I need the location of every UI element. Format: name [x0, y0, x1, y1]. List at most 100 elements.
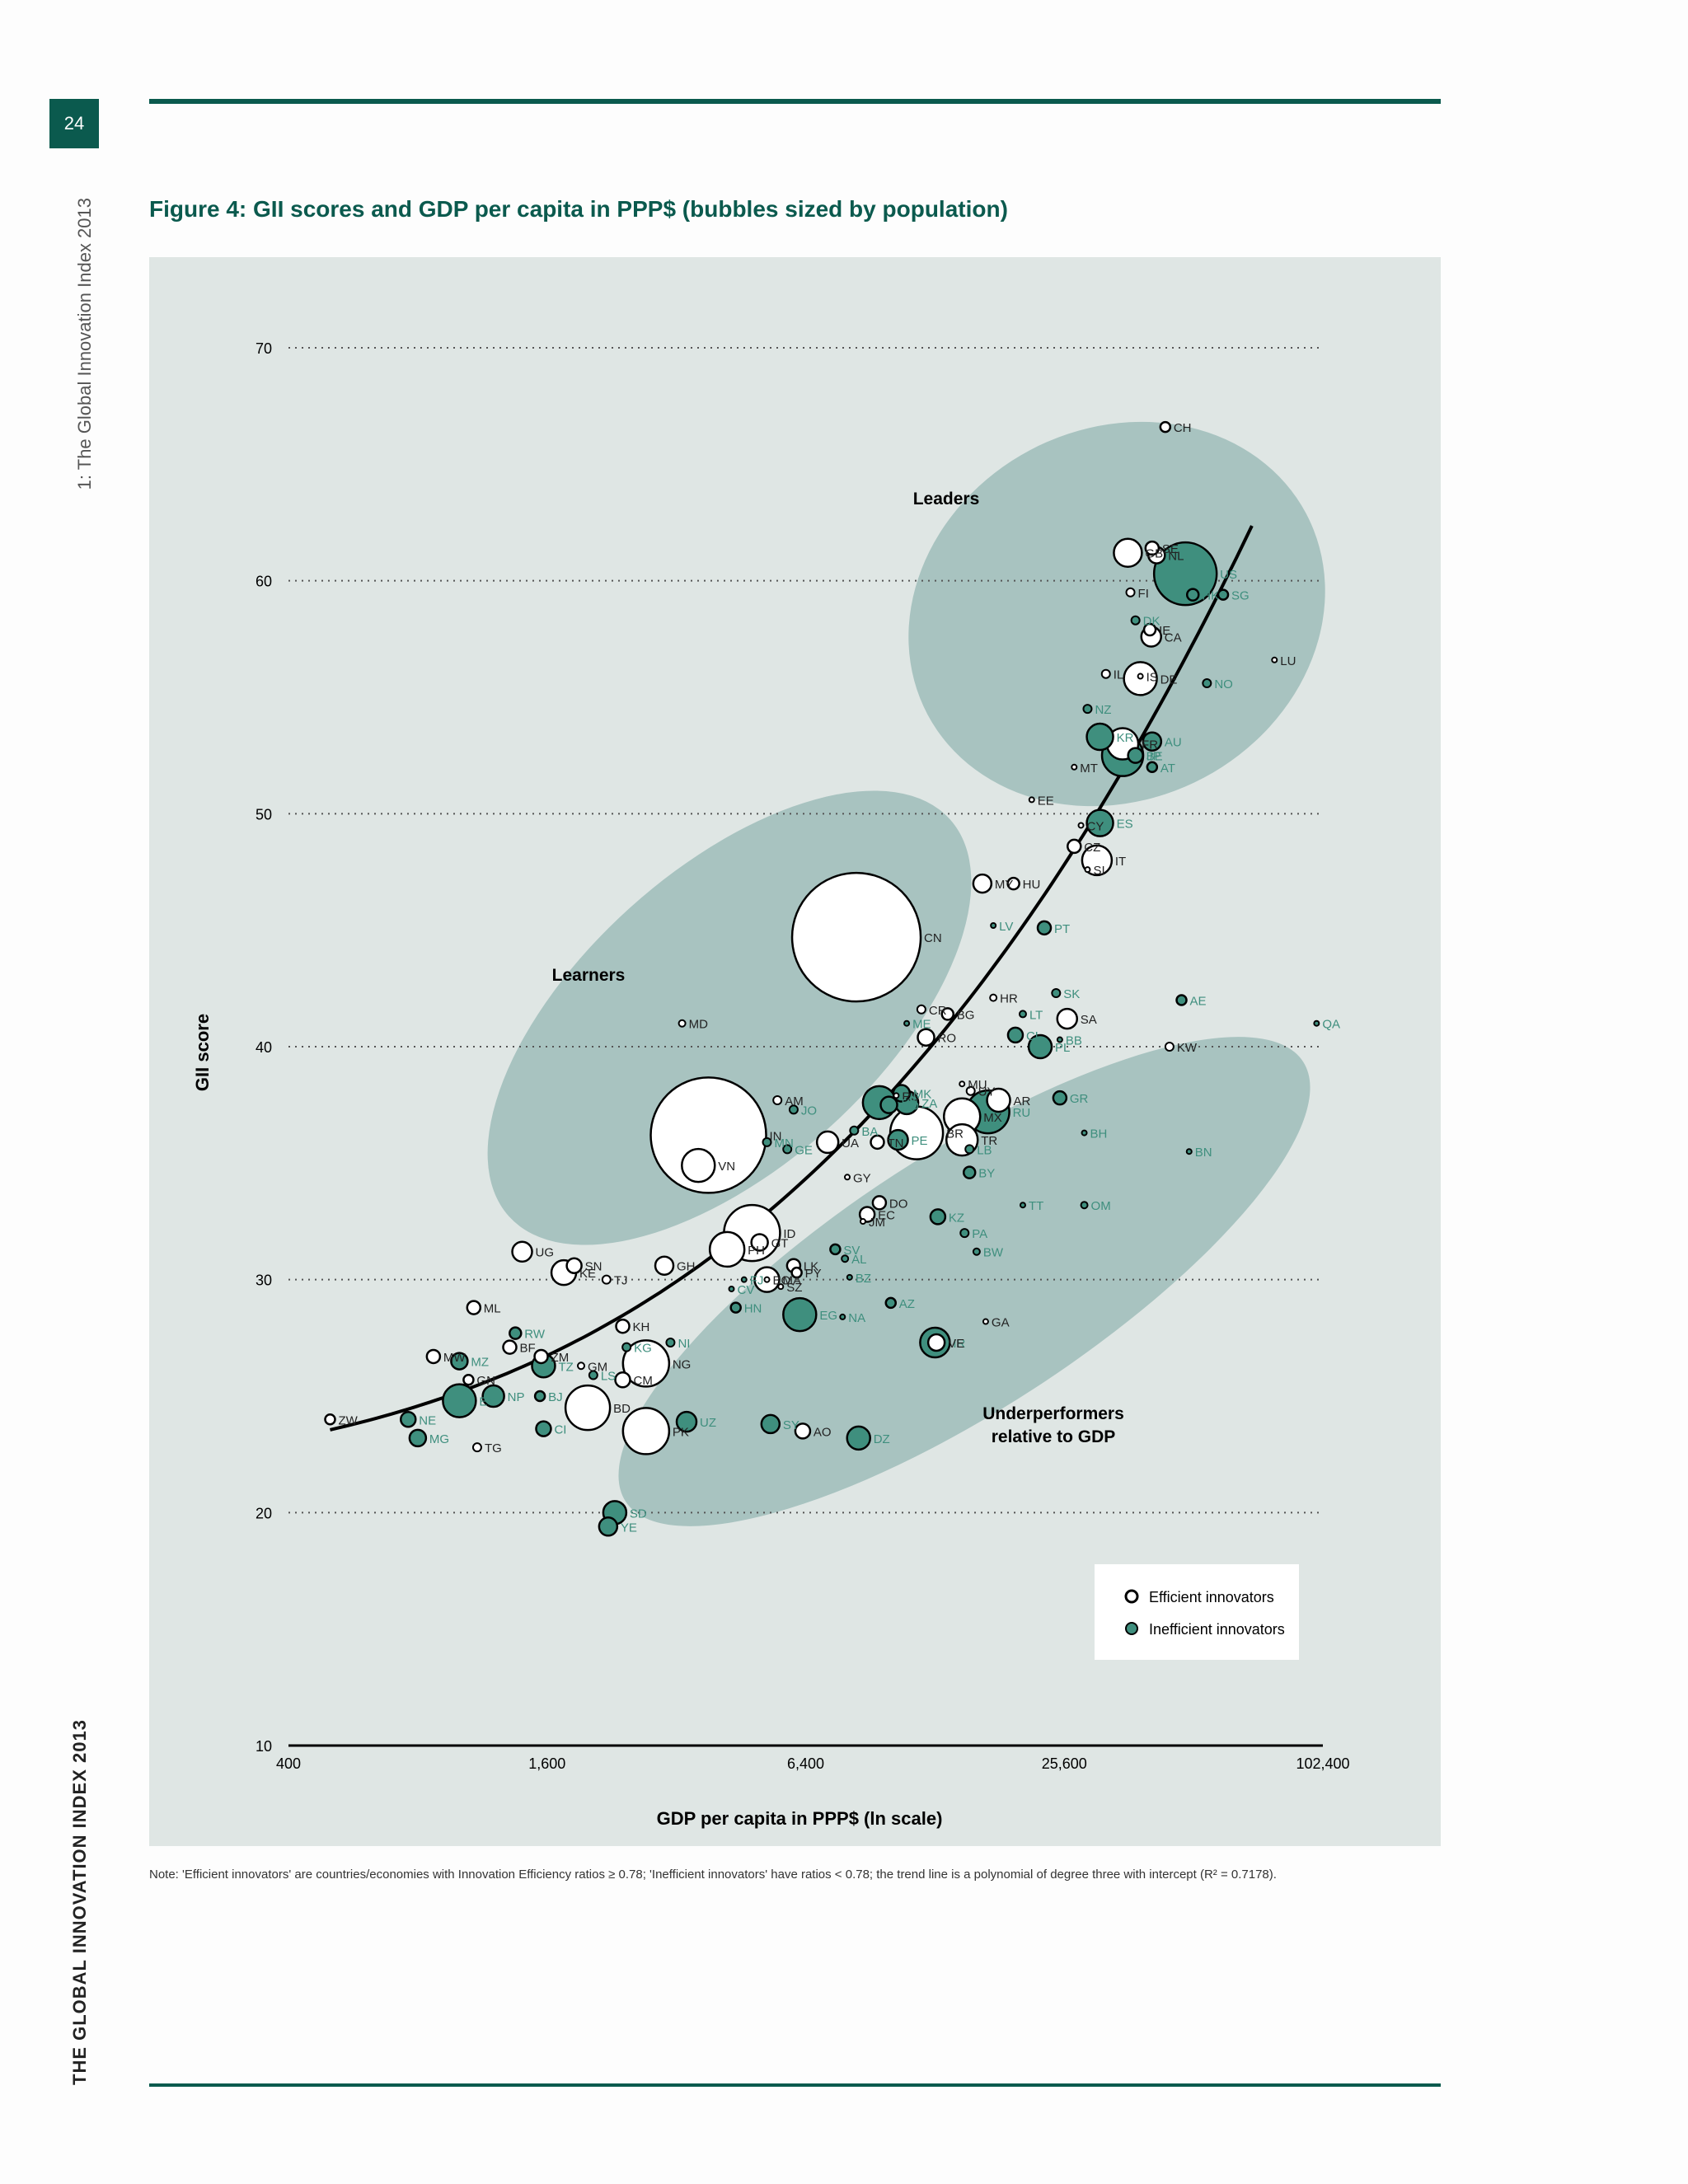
- bubble-label-sk: SK: [1063, 987, 1080, 1001]
- bubble-eg: [782, 1296, 818, 1333]
- bubble-label-by: BY: [978, 1167, 995, 1181]
- bubble-label-sv: SV: [843, 1244, 860, 1258]
- bubble-label-au: AU: [1165, 736, 1182, 750]
- bubble-label-sz: SZ: [786, 1281, 802, 1295]
- bubble-label-om: OM: [1091, 1199, 1111, 1213]
- bubble-label-bh: BH: [1090, 1127, 1108, 1141]
- bubble-label-eg: EG: [819, 1309, 837, 1323]
- bubble-label-es: ES: [1117, 818, 1133, 832]
- y-tick-label: 10: [256, 1738, 272, 1755]
- bubble-label-ca: CA: [1165, 631, 1182, 645]
- bubble-mt: [1071, 763, 1078, 771]
- bubble-mn: [762, 1137, 772, 1147]
- bubble-label-bf: BF: [519, 1342, 535, 1356]
- bubble-label-mu: MU: [968, 1078, 987, 1092]
- bubble-kz: [929, 1208, 947, 1226]
- bubble-mu: [959, 1080, 966, 1088]
- underperformers-cluster: [618, 1037, 1311, 1526]
- bubble-fj: [740, 1276, 748, 1283]
- bubble-label-hu: HU: [1023, 878, 1041, 892]
- bubble-label-ga: GA: [992, 1316, 1010, 1330]
- bubble-label-ph: PH: [748, 1244, 765, 1258]
- bubble-label-ml: ML: [484, 1302, 501, 1316]
- bubble-label-sa: SA: [1081, 1013, 1097, 1027]
- figure-title: Figure 4: GII scores and GDP per capita …: [149, 196, 1008, 222]
- bubble-label-jo: JO: [801, 1104, 817, 1118]
- bubble-label-se: SE: [1162, 542, 1179, 556]
- bubble-mg: [408, 1428, 428, 1448]
- bubble-tt: [1019, 1202, 1026, 1209]
- bubble-is: [1137, 673, 1144, 680]
- bubble-gn: [462, 1373, 475, 1386]
- bubble-py: [790, 1266, 803, 1279]
- bubble-ne: [400, 1411, 417, 1428]
- bubble-bw: [972, 1247, 981, 1256]
- bubble-ua: [815, 1130, 840, 1155]
- bubble-label-bo: BO: [773, 1274, 791, 1288]
- bubble-label-tr: TR: [981, 1134, 997, 1148]
- bubble-label-my: MY: [995, 878, 1014, 892]
- bubble-label-cz: CZ: [1084, 841, 1100, 855]
- bubble-gm: [577, 1361, 586, 1371]
- bubble-label-lv: LV: [999, 920, 1013, 934]
- bubble-label-kw: KW: [1177, 1041, 1198, 1055]
- bubble-cm: [614, 1371, 631, 1389]
- bubble-bh: [1081, 1129, 1088, 1137]
- bubble-label-ni: NI: [678, 1337, 690, 1351]
- bubble-qa: [1313, 1019, 1320, 1027]
- bubble-label-il: IL: [1114, 668, 1124, 682]
- bubble-sy: [760, 1413, 781, 1435]
- y-tick-label: 40: [256, 1039, 272, 1056]
- bubble-om: [1080, 1201, 1089, 1210]
- bubble-label-rs: RS: [902, 1090, 919, 1104]
- bubble-bj: [533, 1390, 546, 1403]
- bubble-label-be: BE: [1146, 750, 1163, 764]
- bubble-label-tz: TZ: [558, 1360, 573, 1374]
- bubble-bz: [846, 1273, 853, 1281]
- bubble-pt: [1036, 920, 1053, 936]
- bottom-rule: [149, 2083, 1441, 2087]
- bubble-pe: [887, 1128, 909, 1151]
- bubble-label-sd: SD: [630, 1507, 647, 1521]
- bubble-ml: [466, 1300, 482, 1315]
- bubble-nz: [1082, 704, 1093, 715]
- bubble-label-dz: DZ: [874, 1432, 890, 1446]
- bubble-label-vn: VN: [718, 1160, 735, 1174]
- bubble-il: [1100, 668, 1111, 679]
- bubble-label-ar: AR: [1014, 1094, 1031, 1108]
- bubble-no: [1202, 678, 1212, 689]
- bubble-label-de: DE: [1160, 673, 1178, 687]
- bubble-label-sy: SY: [783, 1418, 799, 1432]
- bubble-dz: [846, 1425, 871, 1451]
- bubble-label-bg: BG: [957, 1008, 975, 1022]
- bubble-ge: [782, 1144, 793, 1155]
- bubble-ie: [1142, 622, 1157, 637]
- bubble-label-no: NO: [1214, 677, 1233, 691]
- bubble-label-kz: KZ: [949, 1211, 964, 1225]
- bubble-vn: [681, 1147, 716, 1183]
- bubble-label-uz: UZ: [700, 1416, 716, 1430]
- bubble-se: [1144, 540, 1160, 556]
- bubble-label-am: AM: [785, 1094, 804, 1108]
- bubble-tj: [601, 1274, 612, 1285]
- bubble-label-tn: TN: [888, 1137, 904, 1151]
- legend-efficient-marker: [1124, 1589, 1139, 1604]
- bubble-hn: [729, 1301, 742, 1314]
- bubble-sn: [565, 1257, 583, 1274]
- bubble-lu: [1271, 656, 1278, 663]
- bubble-label-lb: LB: [977, 1143, 992, 1157]
- bubble-label-az: AZ: [899, 1297, 915, 1311]
- bubble-label-gb: GB: [1145, 547, 1163, 561]
- bubble-ro: [917, 1028, 935, 1047]
- bubble-kr: [1085, 722, 1114, 752]
- bubble-label-np: NP: [508, 1390, 525, 1404]
- bubble-gy: [844, 1174, 851, 1181]
- bubble-uy: [965, 1085, 976, 1096]
- bubble-fi: [1125, 587, 1136, 598]
- bubble-hk: [1185, 588, 1200, 602]
- x-tick-label: 1,600: [528, 1755, 565, 1772]
- bubble-label-cn: CN: [924, 931, 942, 945]
- bubble-label-lk: LK: [804, 1260, 818, 1274]
- bubble-in: [649, 1076, 767, 1194]
